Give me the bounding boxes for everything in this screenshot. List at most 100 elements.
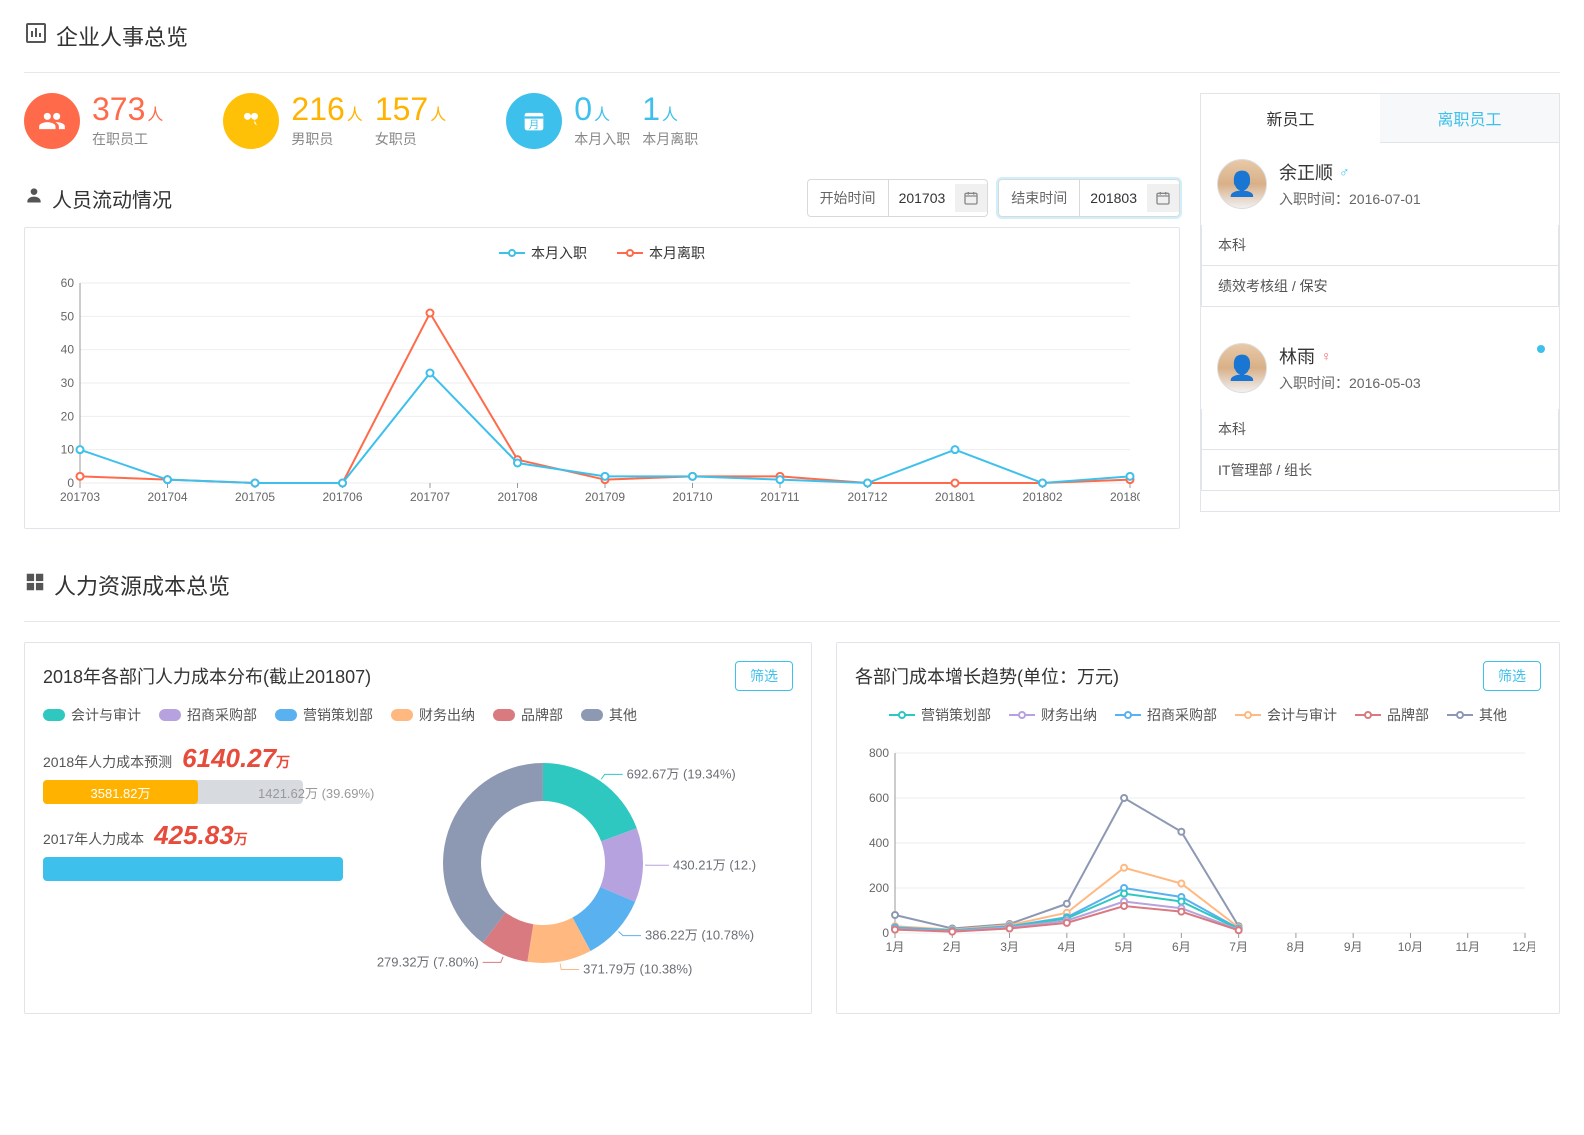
start-date-picker[interactable]: 开始时间 201703 [807, 179, 989, 217]
legend-item[interactable]: 会计与审计 [43, 705, 141, 725]
svg-text:月: 月 [529, 119, 540, 131]
svg-text:0: 0 [67, 476, 74, 490]
flow-title-text: 人员流动情况 [52, 184, 172, 213]
employee-card[interactable]: 👤林雨♀入职时间：2016-05-03 [1201, 327, 1559, 409]
stat-male-label: 男职员 [291, 129, 362, 149]
svg-text:371.79万 (10.38%): 371.79万 (10.38%) [583, 961, 692, 976]
legend-item[interactable]: 招商采购部 [1115, 705, 1217, 725]
svg-text:692.67万 (19.34%): 692.67万 (19.34%) [627, 766, 736, 781]
calendar-icon[interactable] [955, 184, 987, 212]
svg-text:600: 600 [869, 791, 889, 805]
legend-item[interactable]: 品牌部 [1355, 705, 1429, 725]
dept-cost-title: 2018年各部门人力成本分布(截止201807) [43, 663, 371, 689]
svg-text:1月: 1月 [886, 940, 905, 954]
dept-cost-panel: 2018年各部门人力成本分布(截止201807) 筛选 会计与审计招商采购部营销… [24, 642, 812, 1014]
tab-leave-emp[interactable]: 离职员工 [1380, 94, 1559, 143]
svg-text:4月: 4月 [1057, 940, 1076, 954]
trend-panel: 各部门成本增长趋势(单位：万元) 筛选 营销策划部财务出纳招商采购部会计与审计品… [836, 642, 1560, 1014]
svg-text:279.32万 (7.80%): 279.32万 (7.80%) [377, 954, 479, 969]
svg-text:7月: 7月 [1229, 940, 1248, 954]
donut-chart: 692.67万 (19.34%)430.21万 (12.)386.22万 (10… [373, 743, 793, 1003]
end-date-label: 结束时间 [999, 180, 1080, 216]
page-title: 企业人事总览 [24, 20, 1560, 52]
svg-text:201709: 201709 [585, 490, 625, 504]
tab-new-emp[interactable]: 新员工 [1201, 94, 1380, 143]
svg-text:800: 800 [869, 746, 889, 760]
svg-text:201706: 201706 [322, 490, 362, 504]
forecast-side-note: 1421.62万 (39.69%) [258, 783, 374, 802]
legend-item[interactable]: 营销策划部 [889, 705, 991, 725]
trend-chart: 02004006008001月2月3月4月5月6月7月8月9月10月11月12月 [855, 743, 1535, 963]
end-date-picker[interactable]: 结束时间 201803 [998, 179, 1180, 217]
legend-item[interactable]: 品牌部 [493, 705, 563, 725]
forecast-2017-bar [43, 857, 343, 881]
employee-list: 👤余正顺♂入职时间：2016-07-01本科绩效考核组 / 保安👤林雨♀入职时间… [1200, 143, 1560, 512]
forecast-2018-bar: 3581.82万 1421.62万 (39.69%) [43, 780, 343, 804]
notification-dot [1537, 345, 1545, 353]
gender-icon: ♂ [1339, 164, 1350, 180]
employee-card[interactable]: 👤 余正顺 ♂ 入职时间：2016-07-01 [1201, 143, 1559, 225]
svg-text:30: 30 [61, 376, 75, 390]
legend-item[interactable]: 营销策划部 [275, 705, 373, 725]
legend-leave[interactable]: 本月离职 [617, 243, 705, 263]
filter-button[interactable]: 筛选 [1483, 661, 1541, 691]
stat-female-value: 157人 [375, 93, 446, 125]
stat-female-label: 女职员 [375, 129, 446, 149]
legend-item[interactable]: 会计与审计 [1235, 705, 1337, 725]
svg-text:201707: 201707 [410, 490, 450, 504]
svg-text:201801: 201801 [935, 490, 975, 504]
employee-name: 余正顺 [1279, 159, 1333, 185]
person-icon [24, 185, 44, 211]
legend-item[interactable]: 财务出纳 [391, 705, 475, 725]
stat-join-value: 0人 [574, 93, 630, 125]
start-date-label: 开始时间 [808, 180, 889, 216]
svg-text:201704: 201704 [147, 490, 187, 504]
date-range: 开始时间 201703 结束时间 201803 [807, 179, 1180, 217]
svg-text:60: 60 [61, 276, 75, 290]
stat-leave-value: 1人 [642, 93, 698, 125]
svg-text:201708: 201708 [497, 490, 537, 504]
legend-item[interactable]: 财务出纳 [1009, 705, 1097, 725]
legend-item[interactable]: 其他 [581, 705, 637, 725]
filter-button[interactable]: 筛选 [735, 661, 793, 691]
flow-legend: 本月入职 本月离职 [40, 243, 1164, 263]
avatar: 👤 [1217, 159, 1267, 209]
stat-male-value: 216人 [291, 93, 362, 125]
svg-text:40: 40 [61, 343, 75, 357]
employee-edu: 本科 [1201, 409, 1559, 450]
employee-tabs: 新员工 离职员工 [1200, 93, 1560, 143]
stat-total: 373人 在职员工 [24, 93, 163, 149]
employee-edu: 本科 [1201, 225, 1559, 266]
svg-text:2月: 2月 [943, 940, 962, 954]
people-icon [24, 93, 80, 149]
employee-date: 入职时间：2016-07-01 [1279, 189, 1543, 209]
legend-item[interactable]: 招商采购部 [159, 705, 257, 725]
svg-text:200: 200 [869, 881, 889, 895]
svg-text:201710: 201710 [672, 490, 712, 504]
dept-cost-legend: 会计与审计招商采购部营销策划部财务出纳品牌部其他 [43, 705, 793, 725]
svg-text:3月: 3月 [1000, 940, 1019, 954]
page-title-text: 企业人事总览 [56, 20, 188, 52]
svg-text:10月: 10月 [1398, 940, 1423, 954]
cost-section-title-text: 人力资源成本总览 [54, 569, 230, 601]
legend-item[interactable]: 其他 [1447, 705, 1507, 725]
svg-text:10: 10 [61, 443, 75, 457]
svg-text:430.21万 (12.): 430.21万 (12.) [673, 857, 756, 872]
gender-icon [223, 93, 279, 149]
trend-legend: 营销策划部财务出纳招商采购部会计与审计品牌部其他 [855, 705, 1541, 725]
stat-leave-label: 本月离职 [642, 129, 698, 149]
svg-text:8月: 8月 [1287, 940, 1306, 954]
gender-icon: ♀ [1321, 348, 1332, 364]
svg-text:9月: 9月 [1344, 940, 1363, 954]
svg-text:201705: 201705 [235, 490, 275, 504]
employee-dept: IT管理部 / 组长 [1201, 450, 1559, 491]
bar-chart-icon [24, 21, 48, 51]
stat-total-label: 在职员工 [92, 129, 163, 149]
legend-join[interactable]: 本月入职 [499, 243, 587, 263]
svg-text:201711: 201711 [760, 490, 799, 504]
stat-total-value: 373人 [92, 93, 163, 125]
calendar-icon[interactable] [1147, 184, 1179, 212]
avatar: 👤 [1217, 343, 1267, 393]
svg-text:11月: 11月 [1455, 940, 1479, 954]
stat-month: 月 0人 本月入职 1人 本月离职 [506, 93, 698, 149]
